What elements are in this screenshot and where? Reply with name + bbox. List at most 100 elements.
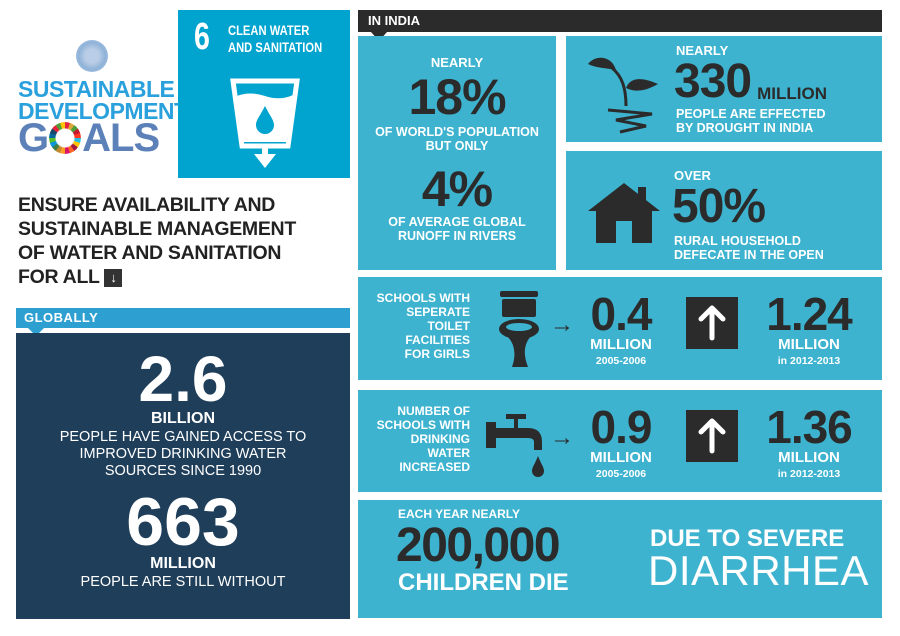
stat-1-24: 1.24	[766, 288, 853, 340]
stat-2-6-desc-line2: IMPROVED DRINKING WATER	[79, 446, 287, 462]
stat-2-6-unit: BILLION	[151, 410, 215, 427]
stat-50-percent: 50%	[672, 180, 766, 233]
school-toilets-label-line: TOILET	[427, 319, 470, 333]
toilets-2005-stat: 0.4 MILLION 2005-2006	[580, 291, 662, 367]
arrow-right-icon: →	[550, 424, 574, 451]
stat-18-percent: 18%	[408, 69, 506, 126]
stat-0-4-period: 2005-2006	[595, 354, 647, 367]
arrow-down-icon: ↓	[104, 269, 123, 287]
stat-2-6-desc-line1: PEOPLE HAVE GAINED ACCESS TO	[59, 429, 307, 445]
toilet-icon	[499, 291, 539, 367]
toilets-2012-stat: 1.24 MILLION in 2012-2013	[754, 291, 864, 367]
goal-title-line2: AND SANITATION	[228, 39, 323, 55]
school-toilets-label-line: SCHOOLS WITH	[376, 291, 470, 305]
school-water-label-line: SCHOOLS WITH	[376, 418, 470, 432]
school-toilets-label-line: FACILITIES	[405, 333, 470, 347]
water-2012-stat: 1.36 MILLION in 2012-2013	[754, 404, 864, 480]
un-emblem-icon	[76, 40, 108, 72]
drought-panel: NEARLY 330 MILLION PEOPLE ARE EFFECTED B…	[566, 36, 882, 142]
globally-panel: 2.6 BILLION PEOPLE HAVE GAINED ACCESS TO…	[16, 333, 350, 619]
drought-desc-line2: BY DROUGHT IN INDIA	[676, 120, 814, 135]
stat-663-unit: MILLION	[150, 555, 216, 572]
population-desc-line1: OF WORLD'S POPULATION	[375, 125, 539, 140]
sprout-icon	[588, 57, 658, 134]
runoff-desc-line1: OF AVERAGE GLOBAL	[388, 214, 526, 229]
stat-1-24-unit: MILLION	[778, 336, 840, 353]
stat-663-desc: PEOPLE ARE STILL WITHOUT	[80, 574, 286, 590]
runoff-desc-line2: RUNOFF IN RIVERS	[397, 228, 517, 243]
drought-desc-line1: PEOPLE ARE EFFECTED	[676, 107, 826, 121]
sdg-logo-line1: SUSTAINABLE	[18, 76, 175, 102]
stat-0-4-unit: MILLION	[590, 336, 652, 353]
stat-2-6-desc: PEOPLE HAVE GAINED ACCESS TO IMPROVED DR…	[16, 429, 350, 480]
stat-1-36: 1.36	[766, 401, 853, 453]
goal-number: 6	[194, 16, 210, 58]
defecation-desc-line2: DEFECATE IN THE OPEN	[674, 247, 824, 262]
children-prefix: EACH YEAR NEARLY	[398, 507, 521, 521]
school-toilets-label-line: FOR GIRLS	[404, 347, 470, 361]
drought-prefix: NEARLY	[676, 43, 729, 58]
population-desc-line2: BUT ONLY	[425, 139, 489, 154]
stat-330: 330	[674, 55, 752, 108]
school-water-label-line: NUMBER OF	[397, 404, 470, 418]
sdg-logo-g: G	[18, 116, 49, 160]
page-headline: ENSURE AVAILABILITY AND SUSTAINABLE MANA…	[18, 193, 348, 289]
stat-4-percent: 4%	[421, 160, 493, 217]
stat-1-36-unit: MILLION	[778, 449, 840, 466]
defecation-prefix: OVER	[674, 168, 711, 183]
goal-6-tile: 6 CLEAN WATER AND SANITATION	[178, 10, 350, 178]
increase-badge	[686, 297, 738, 349]
arrow-up-icon	[698, 418, 726, 454]
arrow-up-icon	[698, 305, 726, 341]
school-water-panel: NUMBER OF SCHOOLS WITH DRINKING WATER IN…	[358, 390, 882, 492]
house-icon	[588, 183, 660, 243]
sdg-color-wheel-icon	[49, 122, 82, 154]
stat-663: 663	[126, 484, 240, 560]
drought-stat: 330 MILLION	[674, 58, 827, 106]
school-water-label-line: DRINKING	[410, 432, 470, 446]
stat-0-4: 0.4	[590, 288, 653, 340]
school-toilets-panel: SCHOOLS WITH SEPERATE TOILET FACILITIES …	[358, 277, 882, 380]
stat-0-9: 0.9	[590, 401, 653, 453]
population-runoff-panel: NEARLY 18% OF WORLD'S POPULATION BUT ONL…	[358, 36, 556, 270]
stat-2-6-desc-line3: SOURCES SINCE 1990	[104, 463, 262, 479]
drought-desc: PEOPLE ARE EFFECTED BY DROUGHT IN INDIA	[676, 107, 826, 136]
arrow-right-icon: →	[550, 311, 574, 338]
stat-0-9-period: 2005-2006	[595, 467, 647, 480]
headline-line2: SUSTAINABLE MANAGEMENT	[18, 218, 296, 240]
school-water-label-line: INCREASED	[399, 460, 470, 474]
in-india-header: IN INDIA	[358, 10, 882, 32]
stat-0-9-unit: MILLION	[590, 449, 652, 466]
water-tap-icon	[486, 414, 544, 477]
defecation-desc: RURAL HOUSEHOLD DEFECATE IN THE OPEN	[674, 234, 824, 263]
headline-line3: OF WATER AND SANITATION	[18, 242, 282, 264]
globally-header: GLOBALLY	[16, 308, 350, 328]
stat-2-6: 2.6	[138, 343, 228, 415]
children-desc: CHILDREN DIE	[398, 569, 569, 596]
child-mortality-panel: EACH YEAR NEARLY 200,000 CHILDREN DIE DU…	[358, 500, 882, 618]
headline-line4: FOR ALL	[18, 266, 100, 288]
school-toilets-label: SCHOOLS WITH SEPERATE TOILET FACILITIES …	[358, 291, 470, 361]
defecation-desc-line1: RURAL HOUSEHOLD	[674, 234, 801, 248]
open-defecation-panel: OVER 50% RURAL HOUSEHOLD DEFECATE IN THE…	[566, 151, 882, 270]
increase-badge	[686, 410, 738, 462]
school-water-label-line: WATER	[427, 446, 470, 460]
runoff-desc: OF AVERAGE GLOBAL RUNOFF IN RIVERS	[358, 214, 556, 244]
school-water-label: NUMBER OF SCHOOLS WITH DRINKING WATER IN…	[358, 404, 470, 474]
water-glass-icon	[230, 78, 300, 168]
population-prefix: NEARLY	[430, 55, 484, 70]
cause-diarrhea: DIARRHEA	[648, 547, 870, 594]
goal-title: CLEAN WATER AND SANITATION	[228, 22, 322, 56]
stat-1-24-period: in 2012-2013	[777, 354, 841, 367]
goal-title-line1: CLEAN WATER	[228, 22, 310, 38]
sdg-logo-line2: DEVELOPMENT	[18, 98, 188, 124]
cause-prefix: DUE TO SEVERE	[650, 525, 845, 552]
header-pointer	[28, 328, 44, 336]
headline-line1: ENSURE AVAILABILITY AND	[18, 194, 276, 216]
stat-1-36-period: in 2012-2013	[777, 467, 841, 480]
sdg-logo-goals: G ALS	[18, 116, 160, 160]
school-toilets-label-line: SEPERATE	[406, 305, 470, 319]
water-2005-stat: 0.9 MILLION 2005-2006	[580, 404, 662, 480]
stat-330-unit: MILLION	[757, 84, 827, 103]
stat-200000: 200,000	[396, 519, 561, 572]
